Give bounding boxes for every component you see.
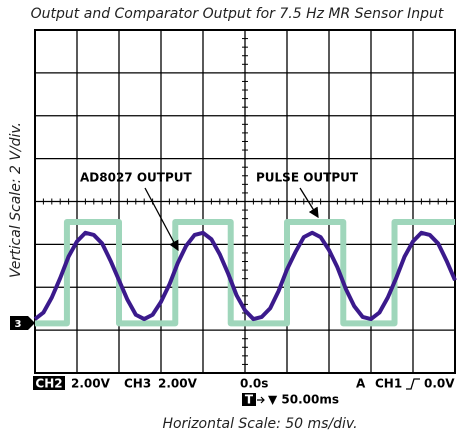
t-box: [242, 393, 256, 406]
status-text: CH1: [375, 377, 402, 391]
traces: [33, 218, 457, 327]
status-text: 0.0V: [424, 377, 455, 391]
status-text: 2.00V: [158, 377, 198, 391]
status-text: ▼ 50.00ms: [268, 393, 339, 407]
annotation: PULSE OUTPUT: [256, 171, 359, 185]
t-arrow: [257, 396, 265, 404]
status-text: CH3: [124, 377, 151, 391]
annotation-arrow: [299, 187, 319, 219]
chart-title: Output and Comparator Output for 7.5 Hz …: [31, 6, 444, 22]
annotation-arrow: [144, 187, 179, 252]
status-text: CH2: [35, 377, 62, 391]
status-text: T: [245, 393, 254, 407]
ground-marker-label: 3: [15, 319, 22, 330]
status-text: 0.0s: [240, 377, 268, 391]
trace-line: [33, 230, 457, 322]
trace-line: [35, 218, 455, 327]
status-text: 2.00V: [71, 377, 111, 391]
trigger-edge-icon: [406, 378, 420, 390]
x-axis-label: Horizontal Scale: 50 ms/div.: [162, 416, 357, 432]
ch2-box: [33, 376, 65, 390]
status-text: A: [356, 377, 366, 391]
ground-marker: [10, 316, 35, 330]
y-axis-label: Vertical Scale: 2 V/div.: [8, 122, 24, 278]
annotation: AD8027 OUTPUT: [80, 171, 192, 185]
